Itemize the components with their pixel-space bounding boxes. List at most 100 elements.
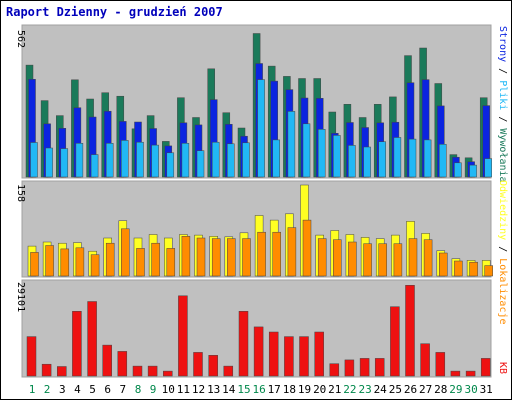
- day-label-4: 4: [74, 383, 81, 396]
- bar-lokalizacje-day-10: [166, 248, 176, 277]
- middle-bars: [27, 184, 493, 277]
- bar-lokalizacje-day-1: [30, 252, 39, 277]
- day-label-20: 20: [313, 383, 326, 396]
- day-label-15: 15: [237, 383, 250, 396]
- bar-lokalizacje-day-24: [378, 243, 387, 277]
- day-label-24: 24: [374, 383, 388, 396]
- bar-pliki-day-29: [454, 162, 462, 178]
- bar-pliki-day-1: [30, 142, 38, 178]
- top-panel: 562 Strony / Pliki / Wywołania: [15, 24, 508, 183]
- bar-lokalizacje-day-19: [302, 219, 312, 277]
- top-legend: Strony / Pliki / Wywołania: [497, 26, 508, 183]
- bar-kb-day-19: [299, 336, 309, 377]
- bar-pliki-day-16: [257, 79, 265, 178]
- bar-kb-day-2: [41, 363, 52, 377]
- bottom-ymax-label: 29101: [15, 282, 26, 312]
- bar-lokalizacje-day-16: [257, 231, 266, 277]
- bar-kb-day-27: [420, 343, 430, 377]
- bar-kb-day-21: [329, 363, 340, 377]
- bar-kb-day-1: [26, 336, 37, 377]
- day-label-16: 16: [252, 383, 265, 396]
- bar-pliki-day-23: [363, 146, 371, 178]
- bar-kb-day-9: [147, 365, 158, 377]
- bar-lokalizacje-day-12: [196, 237, 206, 277]
- middle-legend: Odwiedziny / Lokalizacje: [497, 180, 508, 325]
- bar-lokalizacje-day-2: [45, 245, 54, 277]
- legend-separator: /: [497, 240, 508, 258]
- bar-pliki-day-21: [333, 135, 341, 178]
- bar-kb-day-24: [374, 358, 385, 377]
- bar-lokalizacje-day-29: [454, 260, 463, 277]
- bar-pliki-day-10: [166, 152, 175, 178]
- bar-pliki-day-8: [136, 141, 144, 178]
- day-label-25: 25: [389, 383, 402, 396]
- bar-lokalizacje-day-25: [393, 243, 403, 277]
- bar-lokalizacje-day-13: [211, 238, 221, 277]
- middle-ymax-label: 158: [15, 184, 26, 202]
- top-bars: [25, 33, 492, 178]
- day-label-12: 12: [192, 383, 205, 396]
- bar-pliki-day-7: [121, 140, 129, 178]
- bar-pliki-day-30: [469, 164, 477, 178]
- bar-lokalizacje-day-7: [121, 228, 130, 277]
- bar-kb-day-12: [193, 352, 203, 377]
- bar-kb-day-16: [253, 326, 264, 377]
- bar-kb-day-15: [238, 311, 249, 377]
- day-label-10: 10: [162, 383, 175, 396]
- legend-pliki: Pliki: [497, 80, 508, 110]
- bar-kb-day-22: [344, 359, 355, 377]
- bar-pliki-day-28: [439, 144, 447, 178]
- bar-kb-day-8: [132, 365, 143, 377]
- bar-kb-day-31: [480, 358, 491, 377]
- bar-kb-day-17: [268, 331, 279, 377]
- bar-lokalizacje-day-31: [484, 265, 493, 277]
- bottom-legend: KB: [497, 362, 508, 374]
- day-label-9: 9: [150, 383, 157, 396]
- bar-lokalizacje-day-23: [363, 243, 372, 277]
- bar-pliki-day-14: [227, 143, 235, 178]
- bar-kb-day-14: [223, 365, 234, 377]
- bar-pliki-day-19: [302, 123, 311, 178]
- bar-kb-day-3: [57, 366, 67, 377]
- chart-title: Raport Dzienny - grudzień 2007: [6, 5, 223, 19]
- day-label-18: 18: [283, 383, 296, 396]
- bar-lokalizacje-day-5: [90, 254, 100, 277]
- day-label-29: 29: [449, 383, 462, 396]
- bar-pliki-day-24: [378, 141, 386, 178]
- day-label-8: 8: [135, 383, 142, 396]
- bar-pliki-day-5: [90, 154, 99, 178]
- bar-lokalizacje-day-20: [317, 238, 327, 277]
- bar-pliki-day-4: [75, 143, 84, 178]
- day-label-2: 2: [44, 383, 51, 396]
- bar-pliki-day-25: [393, 137, 402, 178]
- day-label-5: 5: [89, 383, 96, 396]
- bar-kb-day-10: [163, 370, 173, 377]
- legend-strony: Strony: [497, 26, 508, 62]
- bar-lokalizacje-day-17: [272, 231, 281, 277]
- day-label-14: 14: [222, 383, 236, 396]
- bar-pliki-day-22: [348, 145, 356, 178]
- day-label-3: 3: [59, 383, 66, 396]
- day-label-1: 1: [29, 383, 36, 396]
- bar-lokalizacje-day-22: [348, 241, 357, 277]
- day-label-26: 26: [404, 383, 417, 396]
- bar-pliki-day-20: [317, 129, 326, 178]
- bar-kb-day-6: [102, 344, 112, 377]
- bar-pliki-day-6: [105, 143, 114, 178]
- bar-lokalizacje-day-27: [423, 239, 433, 277]
- bar-lokalizacje-day-14: [227, 238, 236, 277]
- bar-pliki-day-27: [423, 139, 432, 178]
- middle-panel: 158 Odwiedziny / Lokalizacje: [15, 180, 508, 325]
- legend-odwiedziny: Odwiedziny: [497, 180, 508, 240]
- day-label-17: 17: [268, 383, 281, 396]
- bar-pliki-day-31: [484, 158, 492, 178]
- bar-kb-day-28: [435, 352, 446, 377]
- bar-kb-day-29: [450, 370, 461, 377]
- bar-pliki-day-17: [272, 139, 280, 178]
- day-labels: 1 2 3 4 5 6 7 8 9 10 11 12 13 14 15 16 17 18 19 20 21 22 23 24 2…: [29, 383, 493, 396]
- bar-lokalizacje-day-4: [75, 247, 85, 277]
- bar-lokalizacje-day-3: [60, 248, 70, 277]
- bar-lokalizacje-day-28: [439, 252, 448, 277]
- bar-kb-day-7: [117, 351, 128, 377]
